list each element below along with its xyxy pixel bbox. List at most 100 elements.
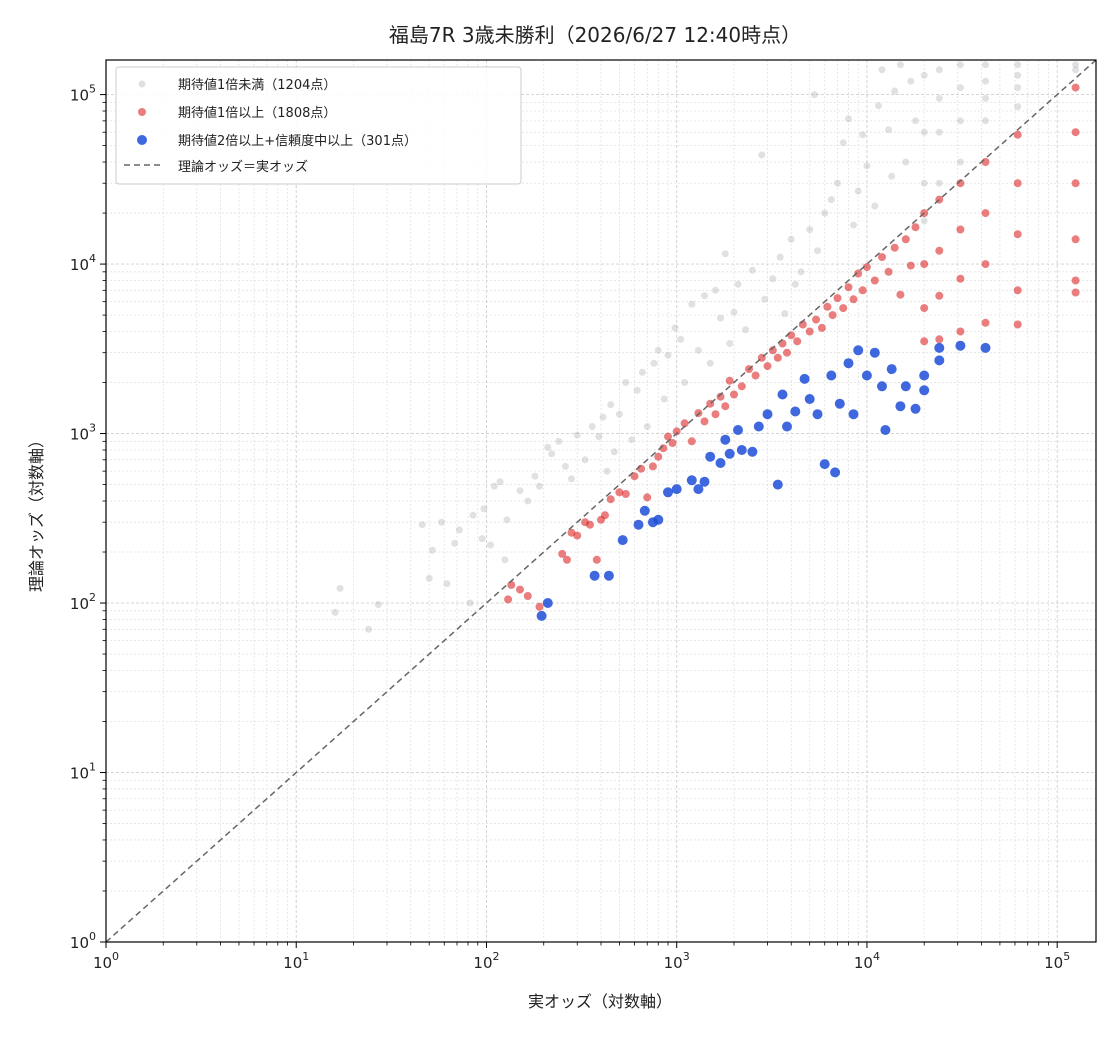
point-ev-1-plus bbox=[558, 549, 567, 558]
point-ev-below-1 bbox=[761, 295, 769, 303]
point-ev-below-1 bbox=[854, 187, 862, 195]
point-ev-1-plus bbox=[680, 419, 689, 428]
point-ev-below-1 bbox=[956, 61, 964, 69]
point-ev-2-plus-confident bbox=[934, 342, 945, 353]
point-ev-2-plus-confident bbox=[589, 570, 600, 581]
point-ev-below-1 bbox=[599, 413, 607, 421]
point-ev-2-plus-confident bbox=[895, 401, 906, 412]
legend-label-ref-line: 理論オッズ＝実オッズ bbox=[178, 159, 308, 175]
point-ev-2-plus-confident bbox=[980, 342, 991, 353]
point-ev-1-plus bbox=[1071, 235, 1080, 244]
point-ev-1-plus bbox=[956, 274, 965, 283]
point-ev-below-1 bbox=[956, 117, 964, 125]
point-ev-1-plus bbox=[981, 209, 990, 218]
point-ev-below-1 bbox=[694, 346, 702, 354]
legend-label-red: 期待値1倍以上（1808点） bbox=[178, 105, 336, 121]
point-ev-1-plus bbox=[711, 410, 720, 419]
point-ev-2-plus-confident bbox=[639, 505, 650, 516]
point-ev-2-plus-confident bbox=[653, 514, 664, 525]
point-ev-1-plus bbox=[787, 331, 796, 340]
point-ev-2-plus-confident bbox=[877, 381, 887, 392]
point-ev-2-plus-confident bbox=[736, 445, 747, 455]
legend-marker-gray bbox=[138, 80, 146, 88]
point-ev-below-1 bbox=[588, 423, 596, 430]
y-tick-label: 100 bbox=[70, 930, 96, 952]
minor-grid bbox=[106, 60, 1096, 942]
point-ev-below-1 bbox=[568, 475, 575, 483]
point-ev-below-1 bbox=[595, 433, 603, 441]
y-axis-label: 理論オッズ（対数軸） bbox=[27, 432, 46, 592]
point-ev-2-plus-confident bbox=[671, 484, 682, 495]
point-ev-below-1 bbox=[706, 359, 714, 367]
point-ev-1-plus bbox=[516, 585, 524, 594]
point-ev-1-plus bbox=[783, 348, 791, 357]
point-ev-2-plus-confident bbox=[919, 370, 930, 381]
point-ev-below-1 bbox=[982, 117, 989, 125]
point-ev-below-1 bbox=[607, 401, 615, 409]
point-ev-below-1 bbox=[758, 151, 766, 159]
point-ev-below-1 bbox=[490, 482, 498, 490]
point-ev-below-1 bbox=[438, 518, 445, 526]
point-ev-below-1 bbox=[677, 335, 685, 343]
point-ev-2-plus-confident bbox=[720, 434, 731, 445]
point-ev-1-plus bbox=[935, 246, 944, 255]
point-ev-below-1 bbox=[791, 280, 799, 288]
point-ev-1-plus bbox=[854, 269, 863, 278]
point-ev-below-1 bbox=[885, 126, 893, 134]
point-ev-below-1 bbox=[920, 179, 928, 187]
point-ev-2-plus-confident bbox=[753, 421, 764, 432]
point-ev-1-plus bbox=[654, 452, 663, 461]
point-ev-1-plus bbox=[833, 294, 842, 303]
reference-line bbox=[105, 59, 1097, 943]
point-ev-2-plus-confident bbox=[853, 345, 864, 356]
x-axis-label: 実オッズ（対数軸） bbox=[528, 992, 672, 1011]
point-ev-below-1 bbox=[839, 139, 847, 147]
point-ev-1-plus bbox=[1013, 286, 1022, 295]
point-ev-2-plus-confident bbox=[934, 355, 945, 366]
point-ev-below-1 bbox=[536, 482, 543, 490]
point-ev-1-plus bbox=[768, 346, 777, 355]
point-ev-below-1 bbox=[827, 196, 835, 204]
point-ev-below-1 bbox=[374, 601, 382, 608]
point-ev-below-1 bbox=[681, 379, 689, 386]
point-ev-below-1 bbox=[573, 431, 581, 439]
point-ev-below-1 bbox=[730, 308, 738, 316]
point-ev-1-plus bbox=[862, 263, 871, 272]
legend-frame bbox=[115, 66, 522, 185]
point-ev-below-1 bbox=[501, 556, 509, 564]
x-tick-label: 105 bbox=[1044, 950, 1070, 972]
legend-marker-blue bbox=[137, 135, 147, 145]
point-ev-below-1 bbox=[480, 505, 488, 513]
x-tick-label: 100 bbox=[93, 950, 119, 972]
legend-label-gray: 期待値1倍未満（1204点） bbox=[178, 77, 336, 93]
point-ev-1-plus bbox=[504, 595, 513, 604]
point-ev-below-1 bbox=[956, 84, 964, 92]
point-ev-1-plus bbox=[817, 323, 826, 332]
point-ev-below-1 bbox=[443, 580, 451, 588]
point-ev-below-1 bbox=[643, 423, 651, 430]
legend: 期待値1倍未満（1204点） 期待値1倍以上（1808点） 期待値2倍以上+信頼… bbox=[115, 66, 522, 185]
y-tick-label: 105 bbox=[70, 83, 96, 105]
point-ev-below-1 bbox=[797, 268, 805, 276]
point-ev-2-plus-confident bbox=[804, 394, 815, 404]
point-ev-2-plus-confident bbox=[848, 409, 859, 420]
point-ev-1-plus bbox=[890, 243, 899, 252]
point-ev-2-plus-confident bbox=[777, 389, 788, 400]
point-ev-below-1 bbox=[776, 253, 784, 261]
series-group bbox=[504, 83, 1080, 611]
point-ev-below-1 bbox=[781, 310, 789, 318]
point-ev-2-plus-confident bbox=[536, 610, 547, 621]
point-ev-1-plus bbox=[1013, 320, 1022, 329]
point-ev-2-plus-confident bbox=[617, 535, 628, 546]
point-ev-below-1 bbox=[920, 71, 928, 79]
point-ev-2-plus-confident bbox=[762, 409, 773, 420]
point-ev-2-plus-confident bbox=[715, 458, 726, 468]
y-tick-label: 104 bbox=[70, 252, 96, 274]
point-ev-below-1 bbox=[878, 66, 886, 74]
point-ev-1-plus bbox=[630, 472, 639, 481]
point-ev-1-plus bbox=[778, 339, 787, 348]
x-tick-label: 102 bbox=[473, 950, 499, 972]
point-ev-below-1 bbox=[428, 546, 436, 554]
point-ev-below-1 bbox=[548, 450, 556, 458]
